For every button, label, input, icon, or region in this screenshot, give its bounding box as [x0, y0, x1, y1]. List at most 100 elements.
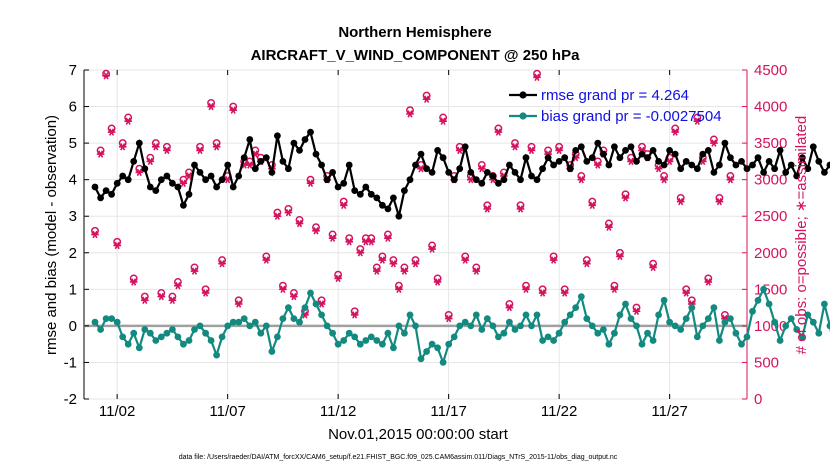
rmse-point	[660, 161, 668, 169]
asterisk-stroke	[169, 296, 175, 304]
rmse-point	[97, 194, 104, 202]
rmse-point	[434, 147, 441, 154]
bias-point	[489, 322, 497, 330]
bias-point	[191, 326, 198, 333]
obs-assimilated-marker	[461, 256, 470, 264]
gridlines	[84, 69, 747, 400]
rmse-point	[224, 161, 232, 169]
asterisk-stroke	[125, 117, 131, 125]
obs-assimilated-marker	[141, 296, 149, 304]
rmse-point	[113, 179, 121, 187]
asterisk-stroke	[390, 260, 396, 268]
asterisk-stroke	[319, 300, 325, 308]
asterisk-stroke	[109, 128, 115, 136]
rmse-point	[821, 169, 828, 176]
bias-point	[423, 348, 430, 355]
bias-point	[130, 329, 138, 337]
bias-point	[207, 337, 215, 344]
rmse-point	[130, 158, 138, 165]
obs-assimilated-marker	[654, 165, 663, 173]
asterisk-stroke	[164, 146, 170, 155]
bias-point	[345, 329, 353, 337]
asterisk-stroke	[727, 176, 733, 184]
asterisk-stroke	[103, 72, 109, 80]
obs-assimilated-marker	[538, 289, 547, 297]
obs-assimilated-marker	[279, 285, 287, 293]
legend-swatch-marker	[519, 91, 527, 99]
obs-assimilated-marker	[389, 260, 398, 268]
obs-assimilated-marker	[328, 234, 337, 242]
bias-point	[406, 311, 414, 319]
bias-point	[749, 307, 756, 315]
obs-assimilated-marker	[555, 146, 563, 155]
obs-assimilated-marker	[234, 300, 243, 308]
rmse-point	[616, 154, 624, 162]
asterisk-stroke	[241, 161, 247, 169]
obs-assimilated-marker	[262, 256, 271, 264]
obs-assimilated-marker	[428, 245, 436, 253]
rmse-point	[274, 132, 281, 140]
bias-point	[412, 322, 419, 330]
asterisk-stroke	[341, 201, 347, 209]
obs-assimilated-marker	[384, 234, 392, 242]
rmse-point	[704, 147, 712, 154]
bias-point	[544, 333, 552, 341]
bias-point	[821, 300, 828, 308]
asterisk-stroke	[274, 212, 280, 220]
obs-assimilated-marker	[124, 117, 132, 125]
rmse-point	[500, 176, 508, 184]
asterisk-stroke	[191, 267, 198, 275]
rmse-point	[677, 165, 685, 173]
bias-point	[605, 340, 613, 348]
bias-point	[296, 318, 303, 326]
obs-assimilated-marker	[135, 168, 144, 177]
bias-point	[655, 311, 662, 319]
asterisk-stroke	[346, 238, 352, 246]
obs-assimilated-marker	[196, 146, 204, 155]
x-tick-label: 11/02	[99, 403, 135, 420]
bias-point	[704, 315, 712, 322]
rmse-point	[760, 169, 767, 176]
rmse-point	[329, 169, 336, 176]
rmse-point	[666, 147, 673, 154]
bias-point	[572, 304, 580, 311]
obs-assimilated-marker	[295, 219, 304, 228]
rmse-point	[483, 169, 491, 176]
asterisk-stroke	[556, 146, 562, 155]
asterisk-stroke	[98, 150, 104, 158]
obs-assimilated-marker	[522, 285, 530, 293]
bias-point	[213, 351, 221, 359]
rmse-point	[174, 183, 182, 191]
bias-point	[716, 337, 723, 344]
asterisk-stroke	[661, 176, 667, 184]
asterisk-stroke	[147, 157, 153, 166]
y-left-tick-label: 3	[69, 208, 77, 225]
rmse-point	[716, 161, 723, 169]
asterisk-stroke	[512, 143, 518, 151]
rmse-point	[191, 161, 198, 169]
bias-point	[682, 315, 690, 322]
obs-assimilated-marker	[367, 238, 376, 246]
rmse-point	[754, 154, 762, 162]
obs-assimilated-marker	[190, 267, 199, 275]
obs-assimilated-marker	[306, 179, 315, 187]
asterisk-stroke	[595, 161, 601, 169]
asterisk-stroke	[407, 110, 413, 118]
asterisk-stroke	[683, 289, 689, 297]
rmse-point	[229, 183, 237, 191]
rmse-point	[682, 158, 690, 165]
series-layer	[91, 69, 830, 366]
rmse-point	[417, 150, 425, 158]
obs-assimilated-marker	[726, 176, 735, 184]
rmse-point	[539, 165, 546, 173]
y-left-tick-label: 4	[69, 172, 77, 189]
asterisk-stroke	[622, 194, 629, 202]
obs-assimilated-marker	[516, 205, 525, 213]
bias-point	[169, 326, 176, 333]
y-right-tick-label: 0	[754, 391, 762, 408]
rmse-point	[511, 169, 519, 176]
obs-assimilated-marker	[395, 285, 403, 293]
asterisk-stroke	[230, 106, 236, 114]
bias-point	[450, 333, 458, 341]
